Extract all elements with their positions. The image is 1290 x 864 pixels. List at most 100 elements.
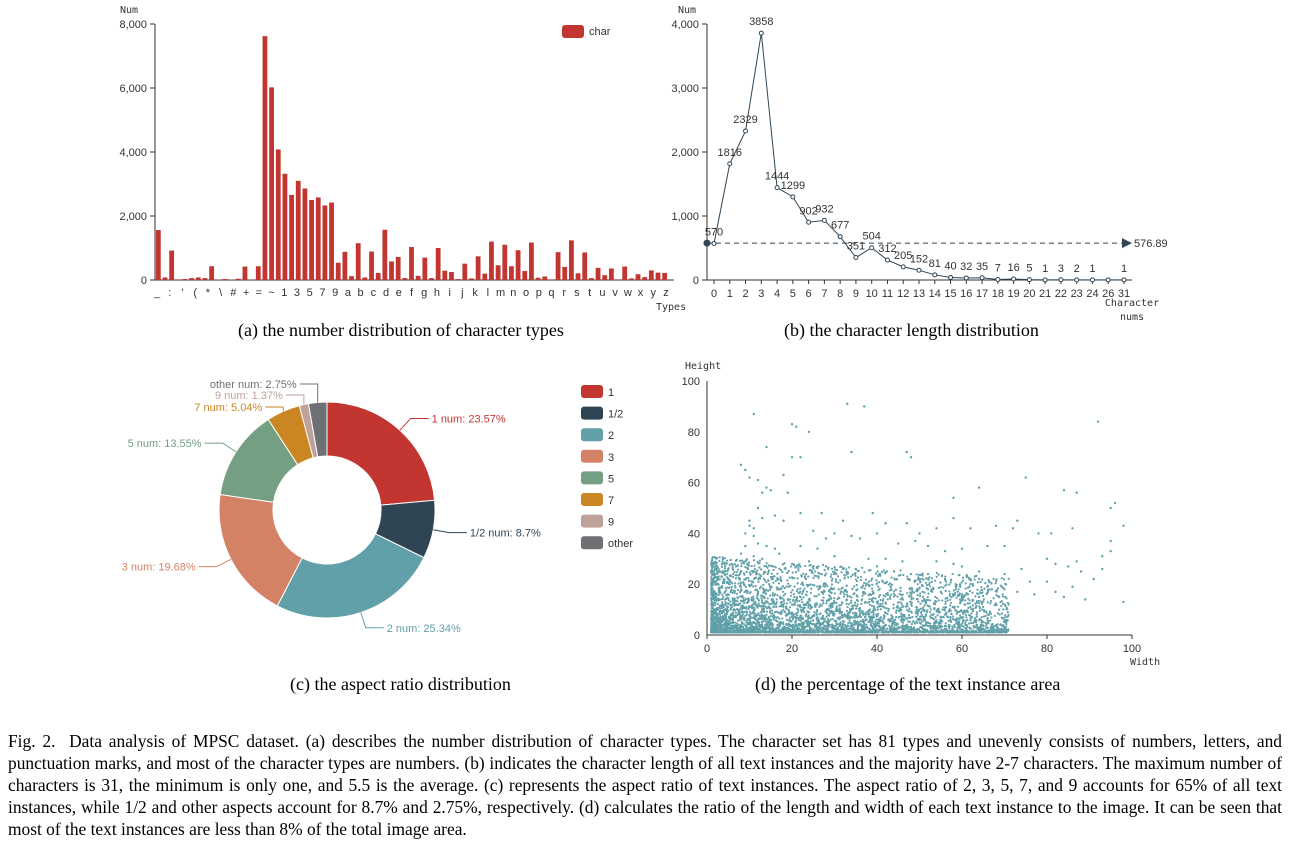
scatter-point (717, 599, 720, 602)
scatter-point (727, 598, 730, 602)
scatter-point (779, 601, 782, 604)
scatter-point (944, 589, 947, 593)
scatter-point (837, 616, 840, 619)
scatter-point (970, 621, 973, 625)
scatter-point (716, 617, 719, 620)
scatter-point (842, 623, 845, 626)
scatter-point (717, 575, 720, 578)
scatter-point (731, 613, 734, 616)
scatter-point (996, 612, 1000, 615)
scatter-point (739, 577, 742, 581)
scatter-point (795, 596, 799, 599)
scatter-point (817, 575, 820, 578)
scatter-point (848, 627, 852, 630)
pie-label: 9 num: 1.37% (215, 390, 283, 402)
scatter-point (945, 628, 948, 631)
bar (309, 200, 314, 280)
scatter-point (897, 616, 900, 619)
scatter-point (958, 598, 962, 601)
scatter-point (892, 603, 895, 606)
scatter-point (918, 579, 921, 582)
scatter-point (834, 568, 837, 571)
scatter-point (869, 623, 872, 626)
scatter-point (1011, 527, 1015, 530)
scatter-point (952, 594, 955, 598)
scatter-point (715, 579, 718, 582)
scatter-point (948, 594, 951, 597)
scatter-point (836, 568, 839, 572)
scatter-point (863, 571, 866, 574)
scatter-point (929, 585, 932, 588)
scatter-point (961, 579, 965, 582)
scatter-point (804, 564, 807, 568)
scatter-point (777, 611, 781, 615)
scatter-point (901, 603, 904, 606)
scatter-point (765, 565, 768, 568)
scatter-point (1079, 570, 1083, 573)
scatter-point (807, 614, 810, 617)
scatter-point (974, 595, 977, 598)
scatter-point (944, 602, 947, 605)
scatter-point (823, 574, 826, 577)
scatter-point (813, 630, 816, 633)
scatter-point (752, 616, 755, 619)
scatter-point (922, 578, 925, 581)
scatter-point (887, 631, 891, 634)
legend-label: 3 (608, 452, 614, 464)
scatter-point (975, 604, 978, 608)
scatter-point (965, 616, 968, 619)
scatter-point (811, 615, 814, 618)
scatter-point (990, 582, 993, 585)
scatter-point (764, 623, 767, 626)
scatter-point (713, 599, 717, 602)
scatter-point (916, 593, 919, 597)
scatter-point (1101, 567, 1104, 571)
data-label: 504 (863, 231, 881, 243)
scatter-point (776, 610, 779, 613)
scatter-point (803, 606, 806, 609)
scatter-point (854, 611, 857, 614)
scatter-point (718, 570, 722, 574)
scatter-point (825, 611, 828, 615)
scatter-point (852, 629, 855, 632)
x-tick-label: 20 (1023, 288, 1035, 300)
scatter-point (983, 587, 986, 590)
scatter-point (710, 577, 713, 581)
scatter-point (840, 587, 843, 590)
scatter-point (918, 573, 921, 577)
scatter-point (959, 585, 962, 588)
scatter-point (753, 600, 756, 603)
scatter-point (745, 627, 748, 631)
scatter-point (989, 612, 992, 615)
bar (602, 275, 608, 280)
scatter-point (921, 620, 924, 623)
bar (475, 256, 481, 280)
scatter-point (793, 576, 796, 580)
x-tick-label: y (651, 287, 657, 299)
scatter-point (939, 618, 942, 621)
scatter-point (791, 627, 794, 630)
scatter-point (945, 631, 949, 634)
scatter-point (761, 614, 764, 617)
scatter-point (830, 573, 833, 576)
data-label: 35 (976, 261, 988, 273)
scatter-point (729, 574, 732, 577)
x-tick-label: 40 (871, 643, 883, 655)
scatter-point (781, 570, 784, 574)
scatter-point (885, 607, 888, 610)
scatter-point (949, 619, 952, 622)
scatter-point (725, 618, 728, 622)
scatter-point (922, 628, 925, 631)
scatter-point (890, 630, 893, 633)
scatter-point (1000, 577, 1003, 580)
scatter-point (919, 607, 922, 610)
x-tick-label: c (371, 287, 377, 299)
scatter-point (911, 627, 914, 631)
scatter-point (953, 626, 956, 629)
pie-label-line (299, 383, 319, 403)
scatter-point (923, 615, 926, 619)
scatter-point (938, 611, 942, 614)
scatter-point (961, 620, 964, 623)
x-tick-label: 1 (727, 288, 733, 300)
scatter-point (979, 618, 982, 622)
